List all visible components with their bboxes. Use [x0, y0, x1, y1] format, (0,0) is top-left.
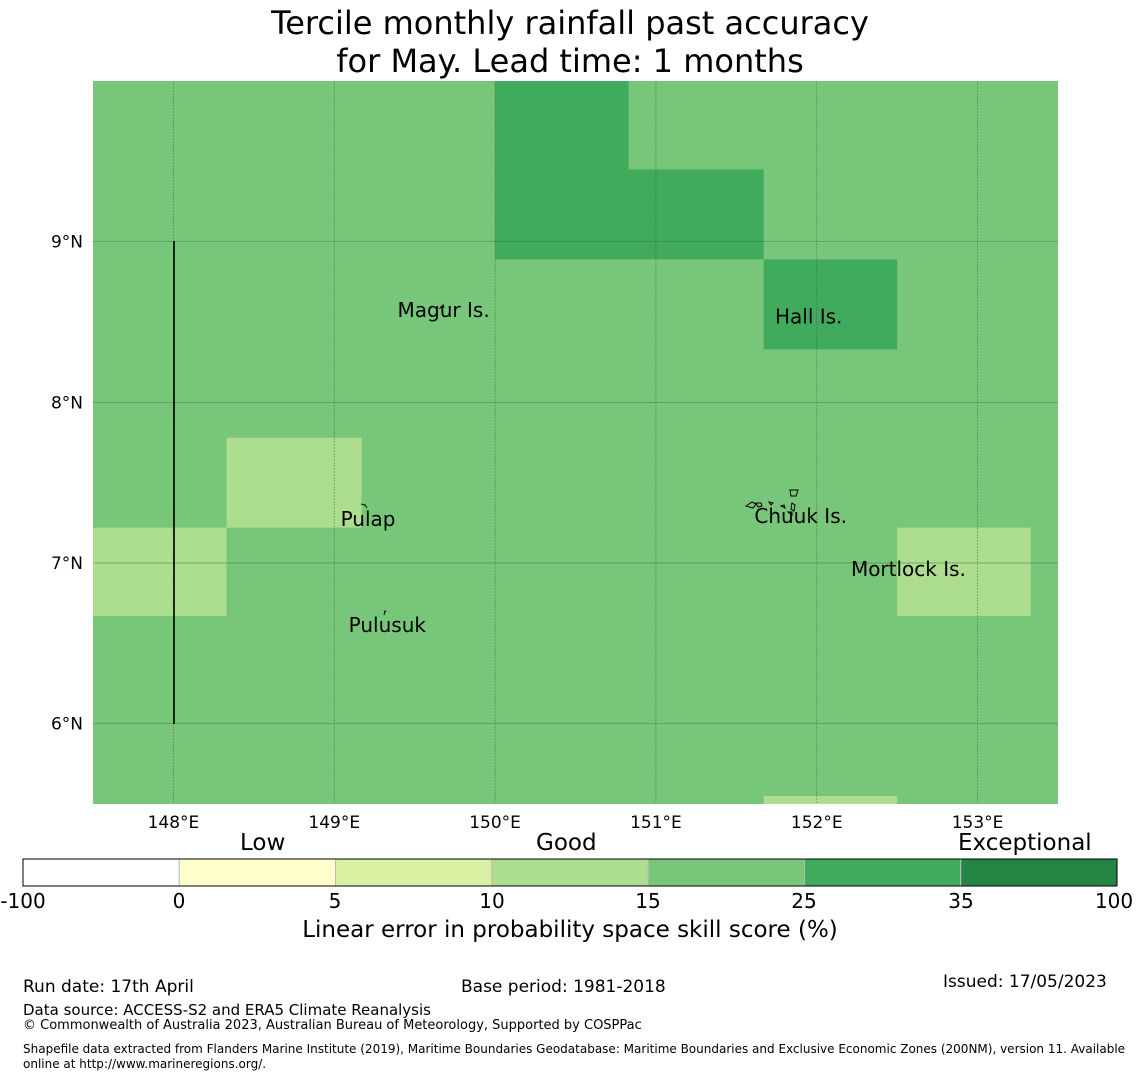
island-outlines: [173, 241, 913, 724]
issued-date: Issued: 17/05/2023: [943, 972, 1107, 992]
axis-tick-labels: 148°E 149°E 150°E 151°E 152°E 153°E 9°N 8°N 7°N 6…: [51, 233, 1003, 833]
lon-tick-label: 152°E: [791, 813, 843, 833]
colorbar-tick: 5: [328, 889, 342, 913]
lat-tick-label: 8°N: [51, 393, 83, 413]
place-labels: Magur Is. Hall Is. Pulap Chuuk Is. Mortlock …: [341, 298, 966, 637]
colorbar-label: Linear error in probability space skill …: [302, 917, 838, 943]
colorbar-tick: 25: [791, 889, 817, 913]
skill-cell: [93, 527, 227, 617]
chuuk-island-outline: [744, 489, 799, 516]
colorbar-segment: [335, 858, 493, 887]
place-label: Mortlock Is.: [851, 557, 966, 581]
magur-island-outline: [438, 304, 445, 309]
lat-tick-label: 7°N: [51, 554, 83, 574]
colorbar-tick: 35: [948, 889, 974, 913]
skill-cell: [763, 795, 898, 804]
rainfall-skill-map: Magur Is. Hall Is. Pulap Chuuk Is. Mortlock …: [51, 81, 1058, 833]
pulap-island-outline: [360, 503, 368, 509]
place-label: Magur Is.: [398, 298, 490, 322]
lon-tick-label: 150°E: [469, 813, 521, 833]
title-line-2: for May. Lead time: 1 months: [336, 42, 804, 80]
shapefile-credit-line-1: Shapefile data extracted from Flanders M…: [23, 1042, 1126, 1056]
place-label: Chuuk Is.: [754, 504, 847, 528]
colorbar-segment: [22, 858, 180, 887]
colorbar-category-low: Low: [240, 830, 286, 856]
place-label: Pulap: [341, 507, 396, 531]
colorbar-segment: [647, 858, 805, 887]
run-date: Run date: 17th April: [23, 977, 194, 997]
colorbar-tick: 10: [479, 889, 505, 913]
mortlock-island-outline: [908, 564, 913, 571]
shapefile-credit-line-2: online at http://www.marineregions.org/.: [23, 1057, 267, 1071]
colorbar-tick: -100: [0, 889, 46, 913]
title-line-1: Tercile monthly rainfall past accuracy: [271, 4, 869, 42]
lon-tick-label: 153°E: [952, 813, 1004, 833]
skill-cell: [763, 259, 898, 350]
skill-cell: [495, 169, 764, 260]
skill-cells: [93, 81, 1058, 804]
lon-tick-label: 151°E: [630, 813, 682, 833]
skill-cell: [495, 81, 629, 170]
base-period: Base period: 1981-2018: [461, 977, 666, 997]
place-label: Hall Is.: [775, 305, 842, 329]
colorbar-category-good: Good: [536, 830, 597, 856]
skill-cell: [226, 437, 362, 528]
pulusuk-island-outline: [383, 610, 387, 616]
map-gridlines: [93, 81, 1058, 804]
lat-tick-label: 9°N: [51, 233, 83, 253]
colorbar-frame: [22, 858, 1118, 887]
colorbar-tick: 100: [1094, 889, 1134, 913]
copyright: © Commonwealth of Australia 2023, Austra…: [23, 1018, 642, 1033]
lon-tick-label: 148°E: [148, 813, 200, 833]
colorbar-segment: [960, 858, 1118, 887]
colorbar-tick: 15: [635, 889, 661, 913]
map-title: Tercile monthly rainfall past accuracy f…: [0, 4, 1140, 80]
colorbar: [22, 858, 1118, 887]
skill-cell: [897, 527, 1031, 617]
colorbar-segment: [803, 858, 962, 887]
colorbar-tick: 0: [172, 889, 186, 913]
place-label: Pulusuk: [349, 613, 427, 637]
data-source: Data source: ACCESS-S2 and ERA5 Climate …: [23, 1001, 431, 1019]
colorbar-segment: [491, 858, 649, 887]
colorbar-category-exceptional: Exceptional: [958, 830, 1092, 856]
lon-tick-label: 149°E: [308, 813, 360, 833]
colorbar-segment: [178, 858, 337, 887]
lat-tick-label: 6°N: [51, 715, 83, 735]
